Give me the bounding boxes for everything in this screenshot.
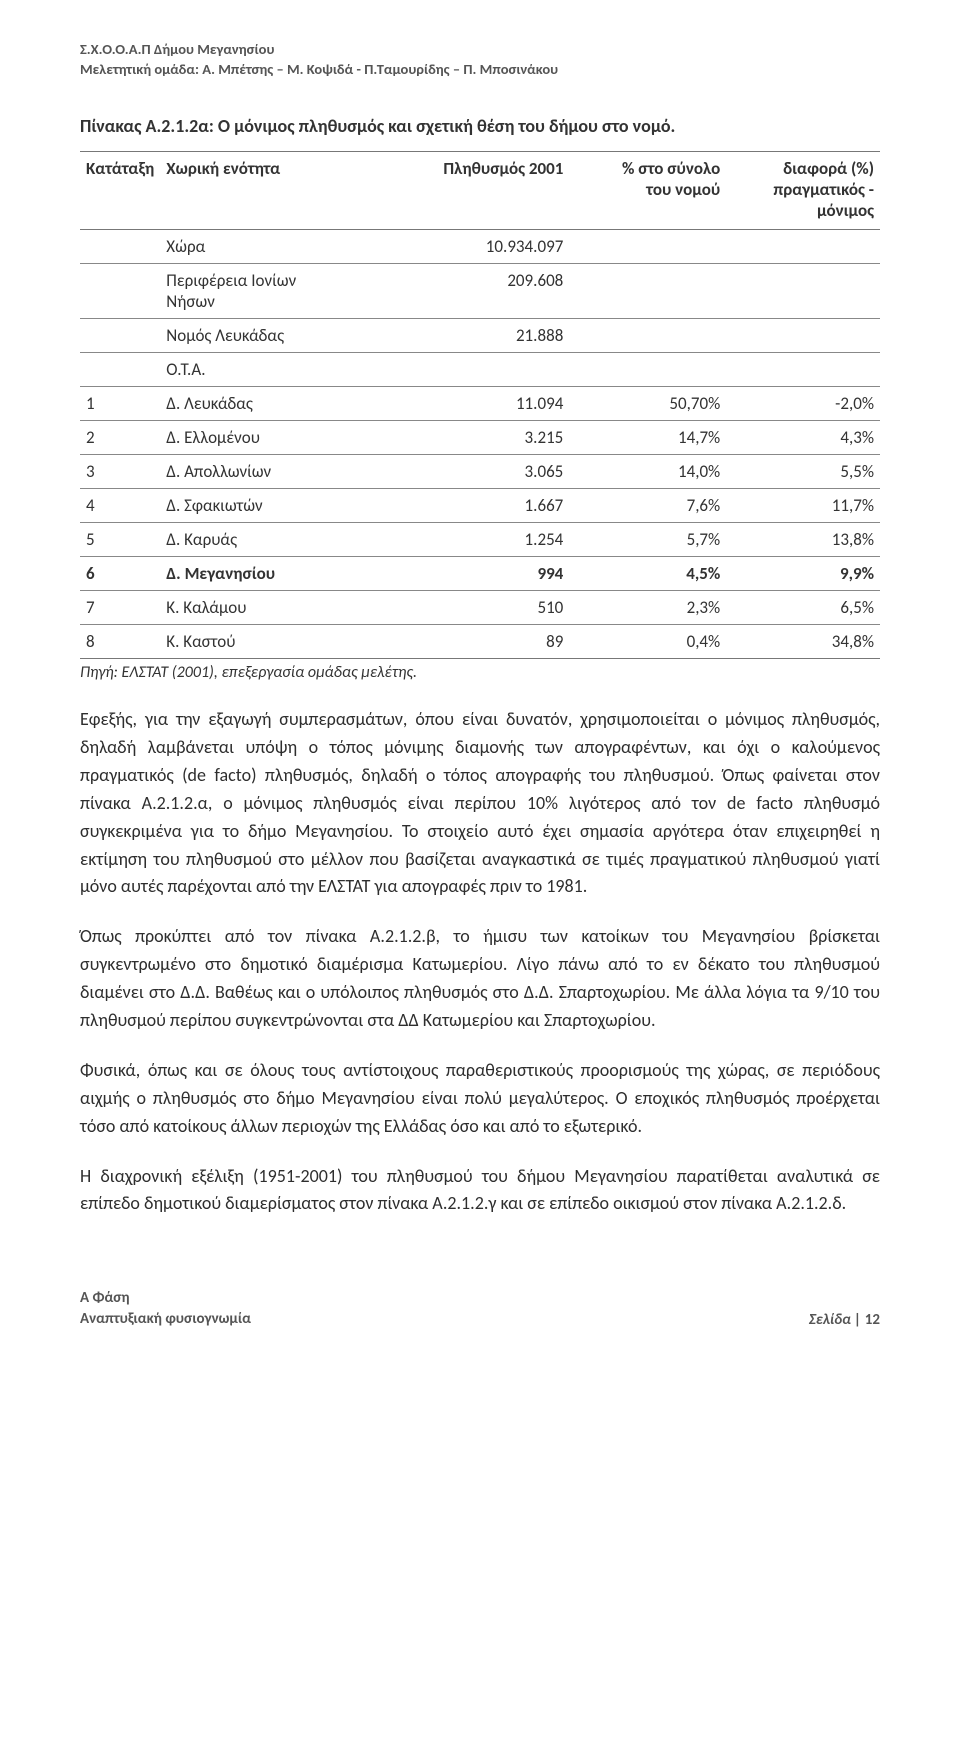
col-diff: διαφορά (%) πραγματικός - μόνιμος xyxy=(726,152,880,230)
col-diff-l1: διαφορά (%) xyxy=(783,158,874,179)
entity-cell: Ο.Τ.Α. xyxy=(160,353,425,387)
pop-cell: 21.888 xyxy=(426,319,570,353)
entity-cell: Χώρα xyxy=(160,230,425,264)
footer-page-label: Σελίδα | xyxy=(809,1311,865,1329)
pop-cell: 209.608 xyxy=(426,264,570,319)
rank-cell: 1 xyxy=(80,387,160,421)
header-line-2: Μελετητική ομάδα: Α. Μπέτσης – Μ. Κοψιδά… xyxy=(80,60,880,80)
col-entity: Χωρική ενότητα xyxy=(160,152,425,230)
table-row: 5 Δ. Καρυάς 1.254 5,7% 13,8% xyxy=(80,523,880,557)
paragraph: Φυσικά, όπως και σε όλους τους αντίστοιχ… xyxy=(80,1057,880,1141)
footer-page-number: 12 xyxy=(865,1311,880,1329)
header-line-1: Σ.Χ.Ο.Ο.Α.Π Δήμου Μεγανησίου xyxy=(80,40,880,60)
table-row: 8 Κ. Καστού 89 0,4% 34,8% xyxy=(80,625,880,659)
col-diff-l2: πραγματικός - xyxy=(773,179,874,200)
table-row: Ο.Τ.Α. xyxy=(80,353,880,387)
paragraph: Εφεξής, για την εξαγωγή συμπερασμάτων, ό… xyxy=(80,706,880,901)
col-diff-l3: μόνιμος xyxy=(817,200,874,221)
table-row: 3 Δ. Απολλωνίων 3.065 14,0% 5,5% xyxy=(80,455,880,489)
document-header: Σ.Χ.Ο.Ο.Α.Π Δήμου Μεγανησίου Μελετητική … xyxy=(80,40,880,79)
table-row-highlight: 6 Δ. Μεγανησίου 994 4,5% 9,9% xyxy=(80,557,880,591)
document-footer: Α Φάση Αναπτυξιακή φυσιογνωμία Σελίδα | … xyxy=(80,1288,880,1329)
col-pop: Πληθυσμός 2001 xyxy=(426,152,570,230)
footer-subtitle: Αναπτυξιακή φυσιογνωμία xyxy=(80,1309,251,1329)
footer-left: Α Φάση Αναπτυξιακή φυσιογνωμία xyxy=(80,1288,251,1329)
footer-right: Σελίδα | 12 xyxy=(809,1311,880,1329)
col-pct-l2: του νομού xyxy=(646,179,720,200)
table-source: Πηγή: ΕΛΣΤΑΤ (2001), επεξεργασία ομάδας … xyxy=(80,663,880,682)
table-row: 1 Δ. Λευκάδας 11.094 50,70% -2,0% xyxy=(80,387,880,421)
pop-cell: 11.094 xyxy=(426,387,570,421)
paragraph: Η διαχρονική εξέλιξη (1951-2001) του πλη… xyxy=(80,1163,880,1219)
table-row: 4 Δ. Σφακιωτών 1.667 7,6% 11,7% xyxy=(80,489,880,523)
col-pct-l1: % στο σύνολο xyxy=(622,158,720,179)
table-row: 2 Δ. Ελλομένου 3.215 14,7% 4,3% xyxy=(80,421,880,455)
entity-cell: Δ. Λευκάδας xyxy=(160,387,425,421)
pct-cell: 50,70% xyxy=(569,387,726,421)
table-row: 7 Κ. Καλάμου 510 2,3% 6,5% xyxy=(80,591,880,625)
table-row: Χώρα 10.934.097 xyxy=(80,230,880,264)
table-header-row: Κατάταξη Χωρική ενότητα Πληθυσμός 2001 %… xyxy=(80,152,880,230)
entity-cell: Περιφέρεια Ιονίων Νήσων xyxy=(160,264,425,319)
table-title: Πίνακας Α.2.1.2α: Ο μόνιμος πληθυσμός κα… xyxy=(80,115,880,137)
entity-cell: Νομός Λευκάδας xyxy=(160,319,425,353)
col-rank: Κατάταξη xyxy=(80,152,160,230)
col-pct: % στο σύνολο του νομού xyxy=(569,152,726,230)
table-row: Περιφέρεια Ιονίων Νήσων 209.608 xyxy=(80,264,880,319)
table-row: Νομός Λευκάδας 21.888 xyxy=(80,319,880,353)
population-table: Κατάταξη Χωρική ενότητα Πληθυσμός 2001 %… xyxy=(80,151,880,659)
footer-phase: Α Φάση xyxy=(80,1288,251,1308)
paragraph: Όπως προκύπτει από τον πίνακα Α.2.1.2.β,… xyxy=(80,923,880,1035)
diff-cell: -2,0% xyxy=(726,387,880,421)
pop-cell: 10.934.097 xyxy=(426,230,570,264)
